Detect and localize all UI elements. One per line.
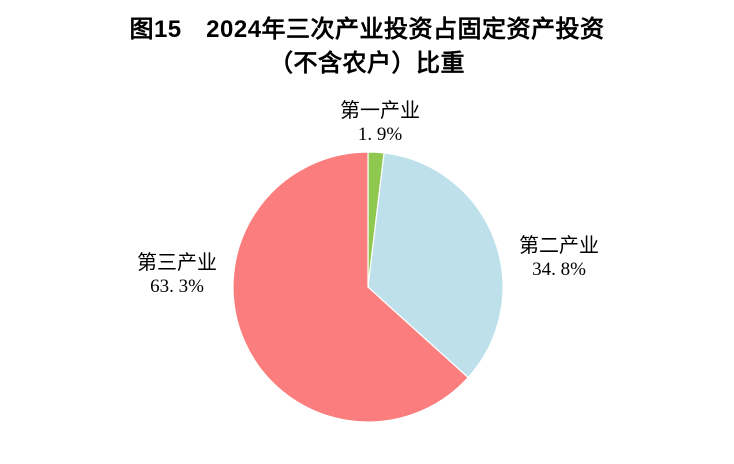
slice-category-label: 第三产业 [137, 252, 217, 274]
slice-label-secondary-industry: 第二产业 34. 8% [519, 235, 599, 281]
slice-percentage-label: 34. 8% [532, 259, 586, 280]
chart-title-line1: 图15 2024年三次产业投资占固定资产投资 [129, 16, 605, 43]
slice-percentage-label: 63. 3% [150, 276, 204, 297]
pie-slice-2 [367, 152, 504, 379]
pie-slice-3 [232, 151, 469, 423]
chart-title-line2: （不含农户）比重 [269, 50, 465, 77]
slice-label-primary-industry: 第一产业 1. 9% [340, 100, 420, 146]
slice-category-label: 第一产业 [340, 100, 420, 122]
slice-percentage-label: 1. 9% [357, 124, 403, 145]
pie-chart [232, 151, 504, 423]
slice-category-label: 第二产业 [519, 235, 599, 257]
slice-label-tertiary-industry: 第三产业 63. 3% [137, 252, 217, 298]
chart-title: 图15 2024年三次产业投资占固定资产投资 （不含农户）比重 [0, 13, 734, 81]
